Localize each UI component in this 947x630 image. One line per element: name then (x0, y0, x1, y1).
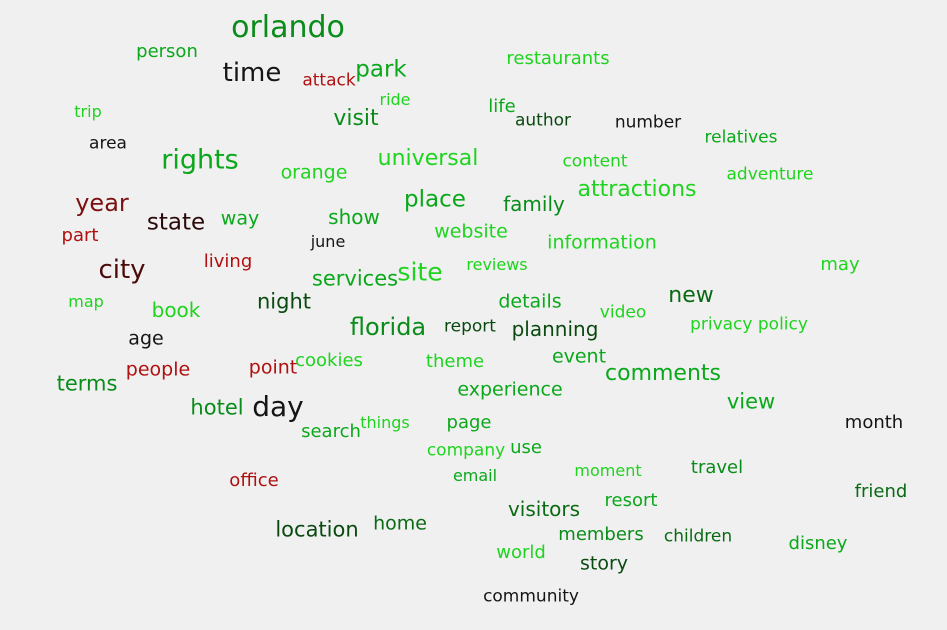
word-home: home (373, 512, 427, 535)
word-relatives: relatives (704, 127, 778, 148)
word-email: email (452, 466, 498, 485)
word-life: life (488, 96, 516, 117)
word-night: night (256, 289, 312, 314)
word-website: website (434, 220, 508, 243)
word-planning: planning (511, 317, 599, 341)
word-terms: terms (56, 371, 118, 396)
word-way: way (220, 207, 260, 230)
word-community: community (483, 586, 579, 607)
word-attractions: attractions (577, 177, 697, 202)
word-travel: travel (690, 457, 744, 478)
word-reviews: reviews (466, 255, 528, 274)
word-theme: theme (425, 351, 485, 372)
word-office: office (229, 470, 279, 491)
word-hotel: hotel (190, 395, 244, 420)
word-state: state (146, 209, 206, 236)
word-world: world (496, 542, 546, 563)
word-ride: ride (379, 90, 411, 109)
word-author: author (514, 110, 572, 131)
word-site: site (397, 257, 443, 287)
word-month: month (844, 412, 904, 433)
word-restaurants: restaurants (506, 48, 610, 69)
word-resort: resort (604, 490, 658, 511)
word-area: area (89, 133, 127, 154)
word-time: time (222, 58, 282, 88)
word-search: search (301, 421, 361, 442)
word-orange: orange (280, 161, 348, 184)
word-adventure: adventure (726, 164, 814, 185)
word-family: family (503, 192, 565, 216)
word-moment: moment (574, 461, 642, 480)
word-rights: rights (161, 144, 239, 176)
word-story: story (579, 552, 629, 575)
word-map: map (68, 292, 104, 311)
word-visit: visit (333, 106, 379, 131)
word-things: things (360, 413, 410, 432)
word-attack: attack (302, 70, 356, 91)
word-details: details (498, 290, 562, 313)
word-person: person (136, 41, 198, 62)
word-content: content (562, 151, 628, 172)
word-book: book (151, 298, 201, 322)
word-view: view (726, 389, 776, 414)
word-universal: universal (377, 146, 479, 171)
word-place: place (404, 186, 466, 213)
word-privacy-policy: privacy policy (690, 314, 808, 335)
word-number: number (614, 112, 682, 133)
word-event: event (551, 345, 607, 368)
word-cookies: cookies (295, 350, 363, 371)
word-florida: florida (349, 313, 427, 341)
word-report: report (444, 316, 496, 337)
word-part: part (61, 225, 99, 246)
word-disney: disney (788, 533, 848, 554)
word-video: video (599, 302, 647, 323)
word-page: page (446, 412, 492, 433)
word-park: park (355, 56, 407, 83)
word-friend: friend (854, 481, 908, 502)
word-day: day (252, 390, 304, 423)
word-experience: experience (457, 378, 563, 401)
word-new: new (668, 283, 714, 308)
word-show: show (328, 205, 380, 229)
word-point: point (248, 356, 298, 379)
word-children: children (663, 526, 733, 547)
word-may: may (820, 254, 860, 275)
word-trip: trip (74, 102, 102, 121)
word-comments: comments (605, 361, 721, 386)
word-location: location (275, 517, 359, 542)
word-orlando: orlando (231, 10, 345, 45)
word-people: people (125, 358, 191, 381)
word-company: company (426, 440, 506, 461)
word-use: use (510, 437, 542, 458)
word-age: age (128, 327, 164, 350)
word-city: city (98, 255, 146, 285)
word-services: services (311, 266, 399, 291)
word-members: members (558, 524, 644, 545)
word-visitors: visitors (507, 497, 581, 521)
word-june: june (310, 232, 346, 251)
word-living: living (203, 251, 253, 272)
word-information: information (547, 231, 657, 254)
word-year: year (75, 189, 129, 217)
